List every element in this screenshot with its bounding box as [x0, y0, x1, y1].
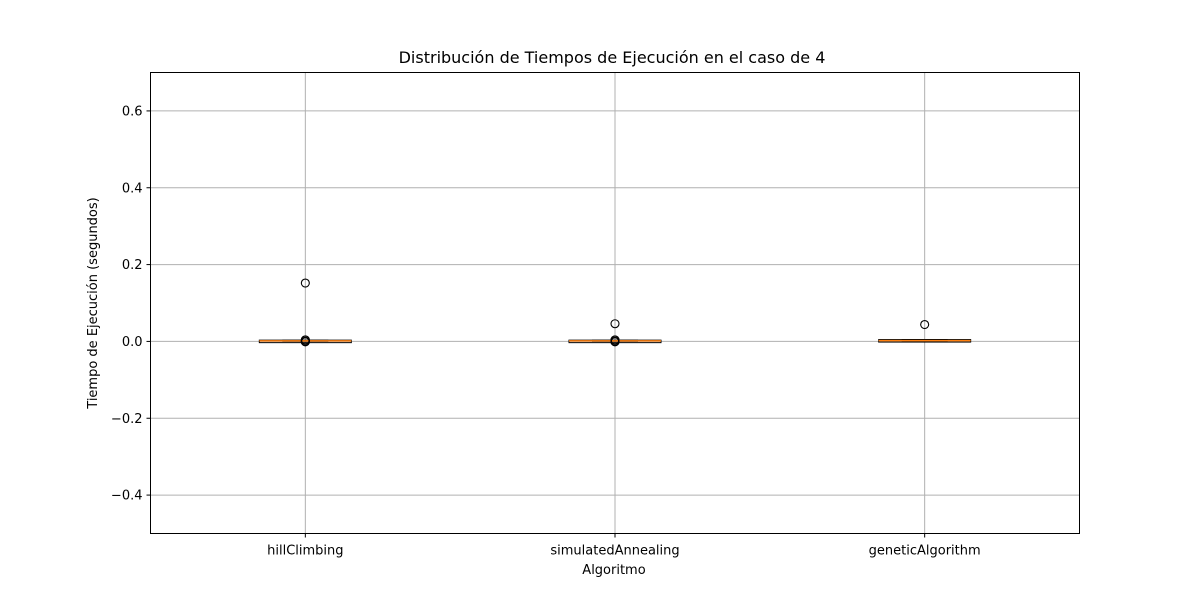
- outlier-point: [300, 337, 310, 347]
- box-series: [258, 278, 972, 347]
- outlier-point: [610, 319, 620, 329]
- y-tick-label: 0.4: [122, 181, 143, 196]
- y-tick-label: −0.4: [111, 489, 143, 504]
- chart-title: Distribución de Tiempos de Ejecución en …: [399, 48, 826, 67]
- outlier-point: [610, 337, 620, 347]
- y-tick-label: 0.0: [122, 335, 143, 350]
- x-axis-label: Algoritmo: [582, 563, 645, 578]
- y-tick-label: 0.6: [122, 104, 143, 119]
- y-axis-label: Tiempo de Ejecución (segundos): [86, 197, 101, 409]
- x-tick-label: simulatedAnnealing: [550, 544, 679, 559]
- x-tick-label: hillClimbing: [267, 544, 343, 559]
- x-tick-label: geneticAlgorithm: [869, 544, 981, 559]
- outlier-point: [300, 278, 310, 288]
- outlier-point: [920, 319, 930, 330]
- y-tick-label: −0.2: [111, 412, 143, 427]
- y-tick-label: 0.2: [122, 258, 143, 273]
- axis-ticks: −0.4 −0.2 0.0 0.2 0.4 0.6 hillClimbing simulate…: [111, 104, 981, 558]
